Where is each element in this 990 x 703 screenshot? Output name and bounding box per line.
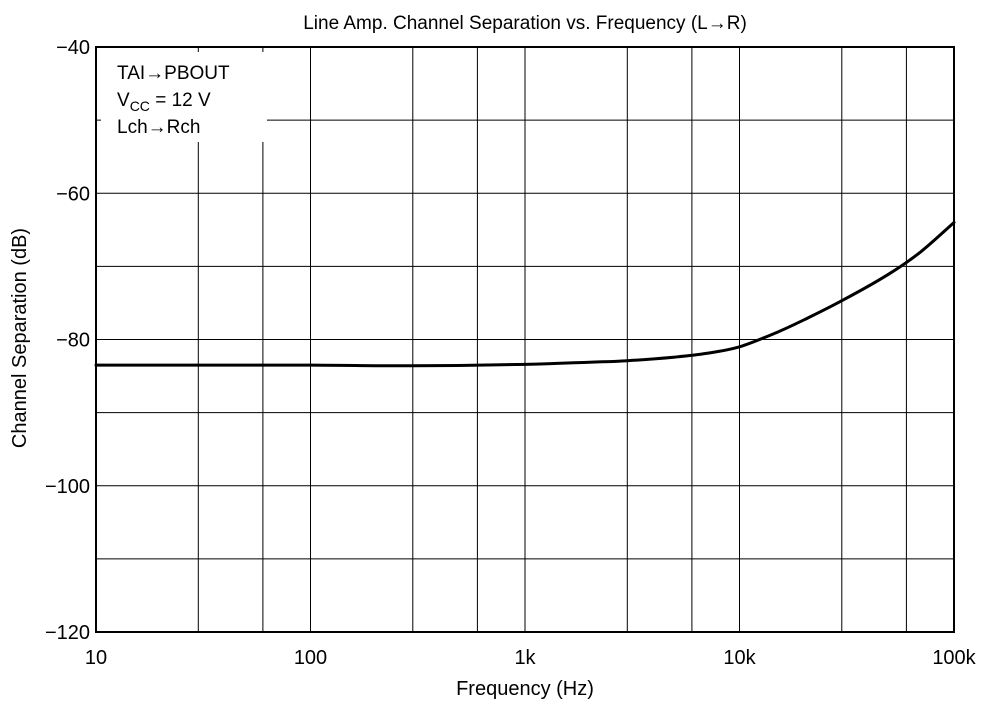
- annotation-line-1: TAI→PBOUT: [117, 63, 230, 84]
- x-tick-label: 10: [85, 647, 107, 669]
- y-axis-label: Channel Separation (dB): [9, 228, 31, 448]
- annotation-vcc-subscript: CC: [130, 98, 150, 114]
- y-tick-label: −100: [45, 476, 90, 498]
- series-layer: [94, 221, 956, 368]
- x-tick-label: 1k: [514, 647, 536, 669]
- x-tick-labels: 10 100 1k 10k 100k: [85, 647, 977, 669]
- series-line-1: [94, 221, 956, 368]
- x-tick-label: 10k: [723, 647, 756, 669]
- grid-lines: [96, 47, 954, 632]
- annotation-box: [101, 52, 267, 142]
- y-tick-label: −40: [56, 37, 90, 59]
- annotation-line-3: Lch→Rch: [117, 117, 200, 138]
- y-tick-label: −60: [56, 183, 90, 205]
- x-tick-label: 100k: [932, 647, 976, 669]
- y-tick-labels: −120 −100 −80 −60 −40: [45, 37, 90, 644]
- y-tick-label: −80: [56, 330, 90, 352]
- x-tick-label: 100: [294, 647, 327, 669]
- annotation-vcc-main: V: [117, 90, 130, 111]
- annotation-line-2: VCC = 12 V: [117, 90, 211, 114]
- plot-frame: [95, 46, 955, 633]
- annotation-vcc-value: = 12 V: [150, 90, 211, 111]
- chart-title: Line Amp. Channel Separation vs. Frequen…: [303, 13, 747, 34]
- x-axis-label: Frequency (Hz): [456, 678, 594, 700]
- y-tick-label: −120: [45, 622, 90, 644]
